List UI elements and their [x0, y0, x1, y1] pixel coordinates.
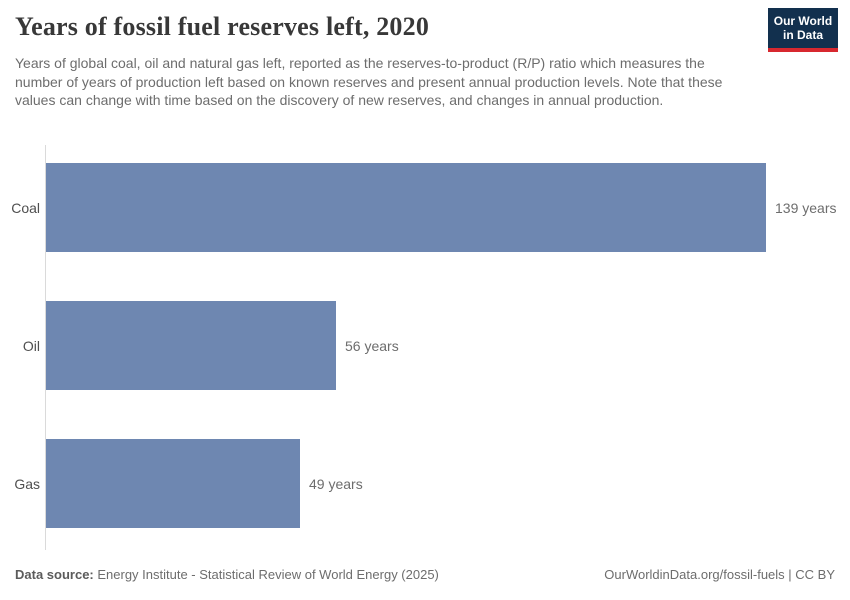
- value-label-oil: 56 years: [345, 337, 399, 354]
- bar-coal[interactable]: [46, 163, 766, 252]
- category-label-coal: Coal: [11, 199, 40, 216]
- chart-footer: Data source: Energy Institute - Statisti…: [15, 567, 835, 582]
- value-label-gas: 49 years: [309, 475, 363, 492]
- license-note: OurWorldinData.org/fossil-fuels | CC BY: [604, 567, 835, 582]
- data-source: Data source: Energy Institute - Statisti…: [15, 567, 439, 582]
- data-source-text: Energy Institute - Statistical Review of…: [93, 567, 439, 582]
- owid-logo-line2: in Data: [782, 28, 823, 42]
- bar-oil[interactable]: [46, 301, 336, 390]
- category-label-oil: Oil: [22, 337, 40, 354]
- bar-chart: Coal 139 years Oil 56 years Gas 49 years: [0, 145, 850, 555]
- value-label-coal: 139 years: [775, 199, 837, 216]
- bar-gas[interactable]: [46, 439, 300, 528]
- owid-logo-line1: Our World: [773, 14, 833, 28]
- owid-logo[interactable]: Our World in Data: [768, 8, 838, 52]
- data-source-label: Data source:: [15, 567, 94, 582]
- bar-row-coal: Coal 139 years: [0, 163, 850, 252]
- chart-subtitle: Years of global coal, oil and natural ga…: [15, 55, 723, 108]
- y-axis-line: [45, 145, 46, 550]
- chart-title: Years of fossil fuel reserves left, 2020: [15, 12, 430, 41]
- bar-row-oil: Oil 56 years: [0, 301, 850, 390]
- bar-row-gas: Gas 49 years: [0, 439, 850, 528]
- category-label-gas: Gas: [14, 475, 40, 492]
